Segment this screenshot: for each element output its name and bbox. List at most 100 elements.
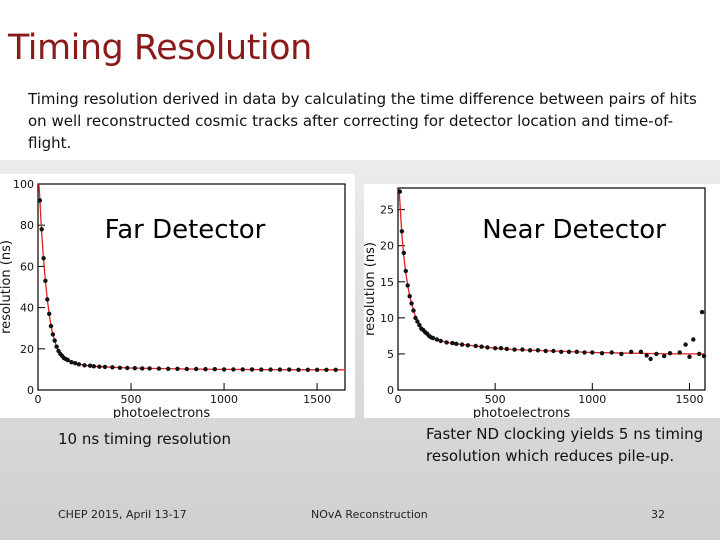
far-data-point bbox=[166, 366, 171, 371]
far-data-point bbox=[47, 311, 52, 316]
slide-title: Timing Resolution bbox=[8, 28, 312, 68]
near-data-point bbox=[644, 353, 649, 358]
near-y-tick-label: 0 bbox=[387, 384, 394, 397]
near-data-point bbox=[401, 250, 406, 256]
far-data-point bbox=[296, 367, 301, 372]
far-detector-chart: 0 500 1000 1500 0 20 40 60 80 100 photoelectrons re… bbox=[0, 174, 355, 418]
near-data-point bbox=[699, 309, 705, 315]
far-data-point bbox=[287, 367, 292, 372]
far-data-point bbox=[140, 366, 145, 371]
near-data-point bbox=[493, 346, 498, 351]
near-data-point bbox=[662, 353, 667, 359]
far-data-point bbox=[194, 366, 199, 372]
near-data-point bbox=[687, 354, 692, 359]
near-data-point bbox=[434, 337, 440, 342]
far-data-point bbox=[87, 363, 93, 368]
near-data-point bbox=[403, 268, 408, 274]
footer-talk-title: NOvA Reconstruction bbox=[311, 508, 428, 521]
far-data-point bbox=[54, 344, 59, 349]
footer-page-number: 32 bbox=[651, 508, 665, 521]
far-data-point bbox=[110, 365, 115, 370]
near-y-axis-label: resolution (ns) bbox=[364, 242, 378, 336]
footer-conference: CHEP 2015, April 13-17 bbox=[58, 508, 187, 521]
far-detector-note: 10 ns timing resolution bbox=[58, 430, 232, 448]
near-data-point bbox=[582, 350, 587, 355]
near-y-tick-label: 5 bbox=[387, 348, 394, 361]
far-data-point bbox=[231, 367, 236, 372]
far-data-point bbox=[73, 361, 78, 366]
far-data-point bbox=[147, 366, 152, 371]
near-data-point bbox=[683, 342, 688, 347]
far-data-point bbox=[203, 367, 208, 372]
far-data-point bbox=[45, 297, 50, 302]
near-data-point bbox=[407, 294, 412, 299]
near-data-point bbox=[677, 350, 682, 355]
near-data-point bbox=[512, 347, 517, 352]
near-x-axis-label: photoelectrons bbox=[473, 406, 571, 418]
near-data-point bbox=[619, 351, 624, 357]
far-data-point bbox=[43, 278, 48, 283]
far-data-point bbox=[249, 367, 255, 372]
near-data-point bbox=[415, 319, 420, 324]
near-data-point bbox=[527, 348, 533, 353]
far-data-point bbox=[52, 338, 57, 343]
near-data-point bbox=[667, 351, 673, 356]
near-data-point bbox=[574, 349, 579, 354]
near-fit-curve bbox=[398, 187, 705, 355]
near-x-tick-label: 1000 bbox=[578, 393, 606, 406]
near-data-point bbox=[417, 322, 422, 328]
far-data-point bbox=[221, 367, 227, 372]
near-data-point bbox=[465, 343, 471, 348]
far-data-point bbox=[259, 367, 264, 372]
far-plot-frame bbox=[37, 183, 346, 391]
near-data-point bbox=[411, 308, 416, 313]
near-data-point bbox=[654, 351, 659, 357]
far-y-tick-label: 40 bbox=[20, 302, 34, 315]
near-data-point bbox=[566, 349, 572, 354]
near-x-tick-label: 500 bbox=[485, 393, 506, 406]
near-data-point bbox=[697, 351, 702, 357]
far-data-point bbox=[41, 256, 46, 261]
near-x-tick-label: 1500 bbox=[675, 393, 703, 406]
near-data-point bbox=[397, 189, 403, 194]
far-data-point bbox=[175, 366, 180, 371]
near-plot-frame bbox=[397, 187, 706, 391]
near-y-tick-label: 10 bbox=[380, 312, 394, 325]
near-data-point bbox=[629, 349, 634, 354]
near-detector-label: Near Detector bbox=[482, 215, 666, 245]
near-data-point bbox=[479, 344, 484, 349]
near-data-point bbox=[459, 342, 465, 347]
far-data-point bbox=[156, 366, 162, 371]
far-data-point bbox=[132, 366, 137, 371]
near-data-point bbox=[444, 340, 449, 345]
far-y-tick-label: 100 bbox=[13, 178, 34, 191]
near-data-point bbox=[535, 348, 541, 353]
near-data-point bbox=[409, 301, 414, 306]
far-data-point bbox=[277, 367, 283, 372]
far-data-point bbox=[324, 367, 329, 372]
far-fit-curve bbox=[38, 183, 345, 371]
far-data-point bbox=[65, 357, 71, 363]
far-detector-label: Far Detector bbox=[105, 215, 266, 245]
far-y-axis-label: resolution (ns) bbox=[0, 240, 14, 334]
far-data-point bbox=[48, 323, 54, 329]
far-data-point bbox=[184, 366, 189, 372]
near-data-point bbox=[413, 315, 418, 321]
far-data-point bbox=[212, 367, 217, 372]
near-data-point bbox=[543, 348, 548, 354]
far-detector-plot: 0 500 1000 1500 0 20 40 60 80 100 photoelectrons re… bbox=[0, 178, 346, 418]
near-data-point bbox=[609, 350, 614, 355]
far-x-tick-label: 0 bbox=[35, 393, 42, 406]
far-y-tick-label: 0 bbox=[27, 384, 34, 397]
far-x-tick-label: 1000 bbox=[210, 393, 238, 406]
far-data-point bbox=[268, 367, 273, 372]
near-data-point bbox=[498, 346, 504, 351]
near-detector-plot: 0 500 1000 1500 0 5 10 15 20 25 photoelectrons reso… bbox=[364, 187, 707, 418]
far-x-axis-label: photoelectrons bbox=[113, 406, 211, 418]
near-data-point bbox=[438, 338, 443, 344]
far-x-tick-label: 1500 bbox=[303, 393, 331, 406]
far-data-point bbox=[102, 364, 108, 370]
far-x-tick-label: 500 bbox=[121, 393, 142, 406]
near-data-point bbox=[701, 353, 707, 359]
near-data-point bbox=[504, 346, 509, 352]
